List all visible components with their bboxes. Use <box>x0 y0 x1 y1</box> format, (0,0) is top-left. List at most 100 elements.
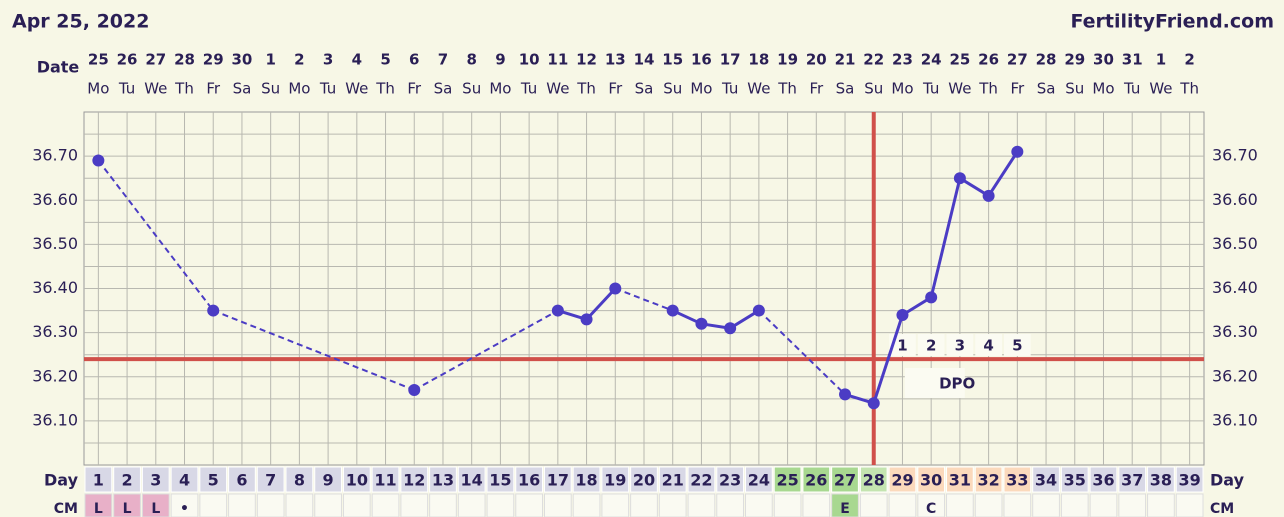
temp-point <box>408 383 421 396</box>
date-label: 28 <box>174 51 195 69</box>
cm-cell <box>228 493 256 517</box>
day-cell <box>1003 466 1032 493</box>
cm-cell <box>515 493 543 517</box>
cm-value: • <box>180 501 189 517</box>
temp-point <box>609 282 622 295</box>
date-label: 23 <box>892 51 913 69</box>
date-label: 18 <box>748 51 769 69</box>
date-label: 26 <box>117 51 138 69</box>
day-number: 21 <box>662 471 684 490</box>
day-number: 22 <box>690 471 712 490</box>
temp-segment <box>97 159 215 312</box>
day-number: 15 <box>489 471 511 490</box>
day-cell <box>1060 466 1089 493</box>
day-number: 28 <box>863 471 885 490</box>
day-cell <box>802 466 831 493</box>
day-number: 4 <box>179 471 190 490</box>
date-label: 10 <box>519 51 540 69</box>
cm-cell <box>371 493 400 517</box>
day-number: 10 <box>346 471 368 490</box>
y-tick-label: 36.50 <box>32 234 78 253</box>
day-cell <box>888 466 917 493</box>
day-number: 38 <box>1150 471 1172 490</box>
date-label: 12 <box>576 51 597 69</box>
y-tick-label-right: 36.40 <box>1212 278 1258 297</box>
day-cell <box>1032 466 1060 493</box>
day-number: 18 <box>575 471 597 490</box>
cm-cell <box>314 493 342 517</box>
temp-segment <box>614 287 674 312</box>
day-number: 3 <box>150 471 161 490</box>
date-label: 16 <box>691 51 712 69</box>
day-number: 20 <box>633 471 655 490</box>
weekday-label: Mo <box>288 80 310 98</box>
y-tick-label-right: 36.30 <box>1212 322 1258 341</box>
weekday-label: Th <box>777 80 797 98</box>
date-label: 1 <box>265 51 275 69</box>
date-label: 30 <box>1093 51 1114 69</box>
cm-value: E <box>840 501 850 517</box>
cm-cell <box>687 493 716 517</box>
cm-cell <box>974 493 1003 517</box>
cm-cell <box>170 493 199 517</box>
date-label: 27 <box>1007 51 1028 69</box>
temp-point <box>724 322 737 335</box>
date-label: 29 <box>203 51 224 69</box>
day-number: 35 <box>1064 471 1086 490</box>
weekday-label: We <box>1149 80 1172 98</box>
cm-cell <box>1147 493 1175 517</box>
day-cell <box>831 466 859 493</box>
day-number: 8 <box>294 471 305 490</box>
cm-cell <box>601 493 630 517</box>
day-number: 32 <box>977 471 999 490</box>
weekday-label: Mo <box>87 80 109 98</box>
y-tick-label: 36.20 <box>32 366 78 385</box>
date-label: 15 <box>662 51 683 69</box>
weekday-label: Tu <box>922 80 939 98</box>
weekday-label: Mo <box>891 80 913 98</box>
y-tick-label-right: 36.60 <box>1212 190 1258 209</box>
day-cell <box>457 466 486 493</box>
temp-point <box>695 317 708 330</box>
weekday-label: Tu <box>520 80 537 98</box>
cm-cell <box>1118 493 1147 517</box>
weekday-label: Su <box>864 80 883 98</box>
date-label: 11 <box>547 51 568 69</box>
date-label: 19 <box>777 51 798 69</box>
weekday-label: Th <box>978 80 998 98</box>
date-label: 13 <box>605 51 626 69</box>
date-label: Date <box>37 58 80 77</box>
cm-cell <box>630 493 658 517</box>
day-cell <box>1147 466 1175 493</box>
day-cell <box>1118 466 1147 493</box>
y-tick-label-right: 36.10 <box>1212 410 1258 429</box>
day-number: 17 <box>547 471 569 490</box>
weekday-label: Su <box>261 80 280 98</box>
temp-segment <box>872 314 904 404</box>
cm-cell <box>429 493 457 517</box>
date-label: 31 <box>1122 51 1143 69</box>
y-tick-label-right: 36.50 <box>1212 234 1258 253</box>
weekday-label: Sa <box>635 80 654 98</box>
weekday-label: Sa <box>233 80 252 98</box>
date-label: 28 <box>1036 51 1057 69</box>
day-cell <box>773 466 802 493</box>
day-number: 9 <box>323 471 334 490</box>
day-number: 12 <box>403 471 425 490</box>
weekday-label: Fr <box>608 80 623 98</box>
weekday-label: Fr <box>1010 80 1025 98</box>
day-cell <box>1175 466 1204 493</box>
cm-cell <box>113 493 141 517</box>
date-label: 5 <box>380 51 390 69</box>
day-cell <box>658 466 687 493</box>
day-number: 30 <box>920 471 942 490</box>
site-name: FertilityFriend.com <box>1070 11 1274 33</box>
weekday-label: Tu <box>721 80 738 98</box>
weekday-label: We <box>144 80 167 98</box>
cm-cell <box>888 493 917 517</box>
day-row-label: Day <box>1210 471 1245 490</box>
day-number: 5 <box>208 471 219 490</box>
day-cell <box>716 466 745 493</box>
temp-point <box>925 291 938 304</box>
day-cell <box>113 466 141 493</box>
